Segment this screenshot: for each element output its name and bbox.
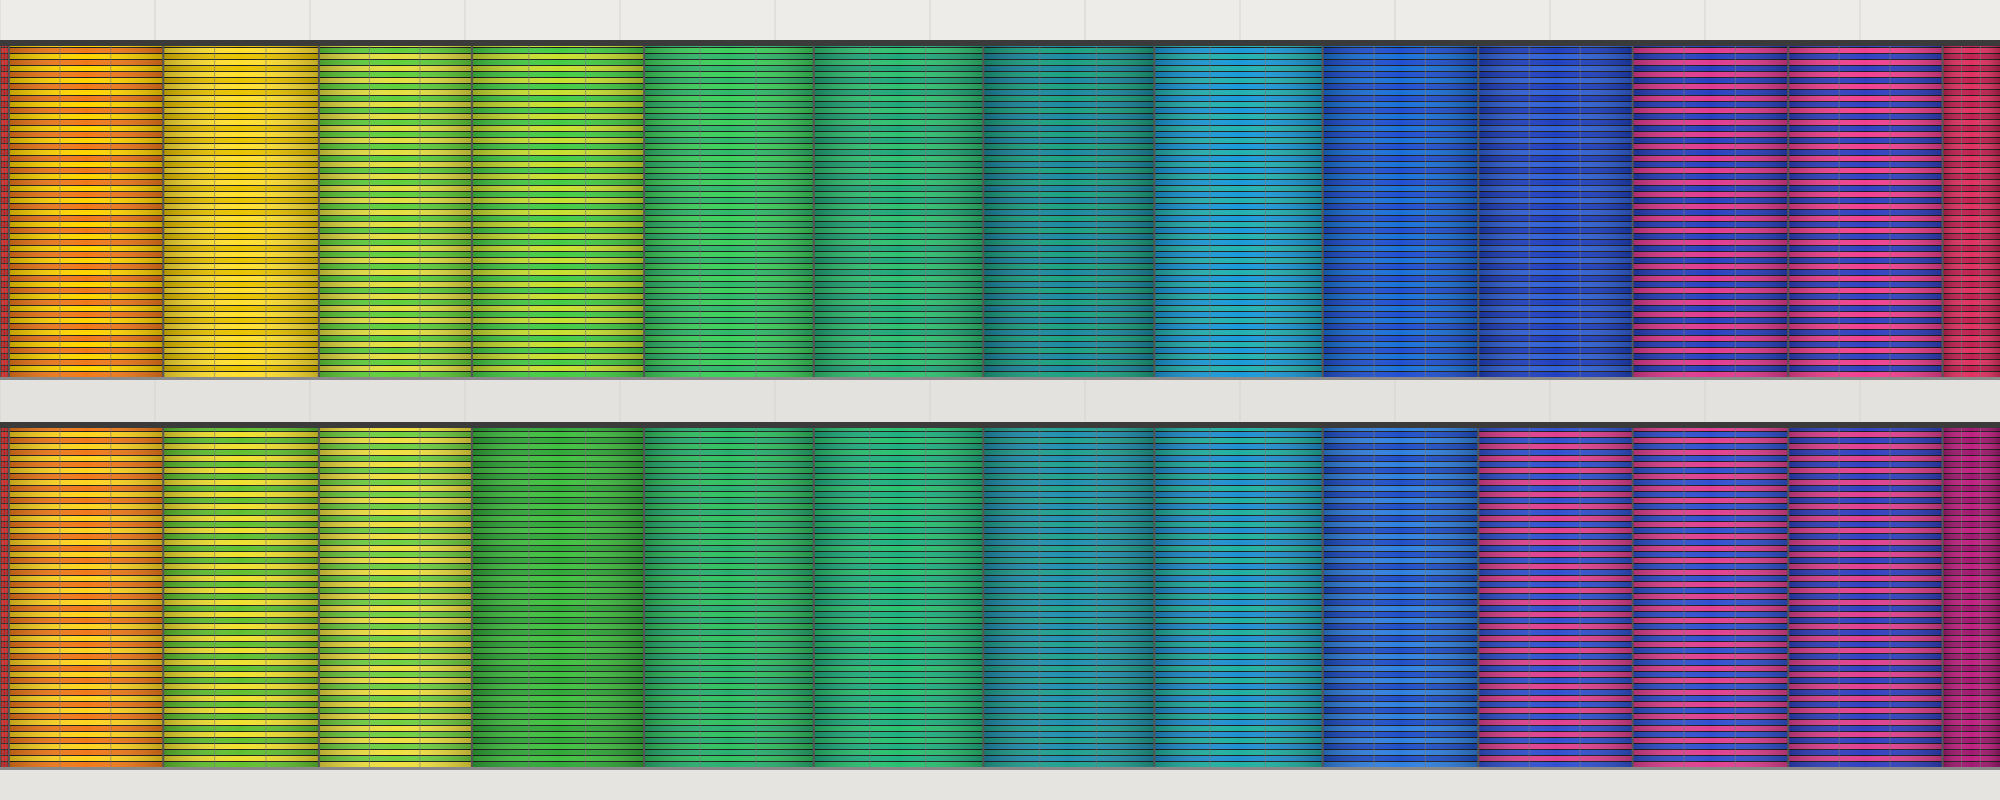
blind-shade <box>0 428 9 770</box>
middle-band <box>0 380 2000 426</box>
blind-shade <box>8 428 164 770</box>
blind-shade <box>1942 428 2000 770</box>
blind-shade <box>1942 46 2000 380</box>
blind-shade <box>1632 428 1789 770</box>
blind-shade <box>471 46 645 380</box>
blind-shade <box>644 428 814 770</box>
blind-shade <box>1154 428 1323 770</box>
blind-shade <box>318 428 472 770</box>
blind-shade <box>1632 46 1789 380</box>
top-band <box>0 0 2000 40</box>
blind-shade <box>1322 428 1479 770</box>
blind-shade <box>1322 46 1479 380</box>
blind-shade <box>1788 428 1943 770</box>
sill <box>0 767 2000 770</box>
top-frame <box>0 40 2000 46</box>
blind-shade <box>813 46 984 380</box>
blind-shade <box>644 46 814 380</box>
middle-frame <box>0 422 2000 428</box>
blind-shade <box>1788 46 1943 380</box>
sill <box>0 377 2000 380</box>
blind-shade <box>1478 46 1633 380</box>
blind-shade <box>471 428 645 770</box>
blind-shade <box>813 428 984 770</box>
blind-shade <box>1154 46 1323 380</box>
blind-shade <box>163 428 319 770</box>
blind-shade <box>8 46 164 380</box>
blind-shade <box>0 46 9 380</box>
blind-shade <box>983 428 1155 770</box>
blind-shade <box>983 46 1155 380</box>
blind-shade <box>163 46 319 380</box>
blind-shade <box>318 46 472 380</box>
blind-shade <box>1478 428 1633 770</box>
